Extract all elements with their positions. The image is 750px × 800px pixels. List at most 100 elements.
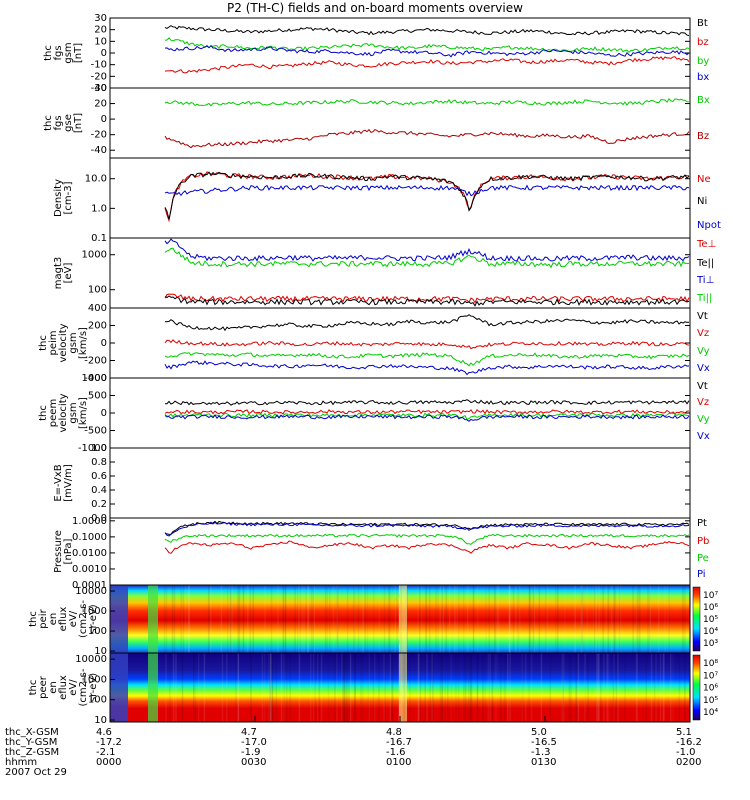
- spectrogram-texture: [580, 585, 583, 653]
- spectrogram-texture: [639, 585, 641, 653]
- spectrogram-texture: [636, 585, 638, 653]
- spectrogram-texture: [307, 585, 309, 653]
- spectrogram-texture: [681, 585, 684, 653]
- spectrogram-texture: [419, 653, 422, 722]
- spectrogram-texture: [343, 653, 346, 722]
- y-tick-label: 10.0: [85, 174, 107, 185]
- spectrogram-texture: [307, 585, 309, 653]
- spectrogram-texture: [648, 585, 651, 653]
- spectrogram-texture: [532, 585, 535, 653]
- spectrogram-texture: [378, 653, 380, 722]
- spectrogram-texture: [171, 585, 174, 653]
- spectrogram-texture: [372, 653, 375, 722]
- spectrogram-texture: [324, 585, 327, 653]
- spectrogram-texture: [576, 653, 578, 722]
- spectrogram-texture: [664, 585, 666, 653]
- spectrogram-texture: [182, 585, 185, 653]
- spectrogram-texture: [638, 585, 641, 653]
- y-tick-label: 1.0000: [72, 516, 107, 527]
- spectrogram-texture: [521, 653, 524, 722]
- spectrogram-texture: [383, 585, 386, 653]
- y-axis-label-line: sr-eV): [88, 604, 99, 633]
- spectrogram-texture: [207, 585, 210, 653]
- spectrogram-texture: [515, 585, 517, 653]
- y-tick-label: 0.6: [91, 471, 107, 482]
- y-tick-label: 1000: [82, 674, 107, 685]
- spectrogram-texture: [417, 653, 420, 722]
- y-axis-label-line: gsm: [68, 332, 79, 353]
- spectrogram-texture: [607, 653, 610, 722]
- spectrogram-texture: [229, 585, 232, 653]
- footer-value: 5.1: [676, 727, 692, 738]
- spectrogram-texture: [303, 585, 305, 653]
- series-line-te: [164, 295, 690, 307]
- spectrogram-texture: [464, 653, 466, 722]
- spectrogram-texture: [619, 585, 622, 653]
- spectrogram-texture: [298, 653, 301, 722]
- spectrogram-texture: [221, 653, 224, 722]
- y-axis-label-line: [nT]: [73, 43, 84, 63]
- series-line-bz: [164, 128, 690, 149]
- spectrogram-texture: [484, 653, 486, 722]
- y-axis-label-line: [km/s]: [78, 397, 89, 429]
- spectrogram-texture: [225, 653, 228, 722]
- footer-value: 4.7: [241, 727, 257, 738]
- series-line-ni: [164, 171, 690, 220]
- spectrogram-texture: [378, 653, 380, 722]
- spectrogram-texture: [530, 653, 533, 722]
- spectrogram-texture: [312, 653, 315, 722]
- spectrogram-texture: [487, 653, 490, 722]
- y-tick-label: 0: [101, 48, 107, 59]
- spectrogram-texture: [354, 653, 357, 722]
- y-axis-label-line: (cm2-s-: [78, 668, 89, 706]
- y-tick-label: 1000: [82, 373, 107, 384]
- y-tick-label: 1000: [82, 250, 107, 261]
- spectrogram-texture: [270, 653, 272, 722]
- y-axis-label: thc peir en eflux eV/(cm2-s-sr-eV): [28, 600, 99, 638]
- spectrogram-texture: [275, 653, 278, 722]
- spectrogram-texture: [181, 653, 184, 722]
- spectrogram-texture: [602, 585, 604, 653]
- spectrogram-texture: [508, 585, 511, 653]
- spectrogram-texture: [360, 653, 362, 722]
- y-axis-label-line: fgs: [53, 115, 64, 130]
- panel-8: Pt Pb Pe Pi 1.0000 0.1000 0.0100 0.0010 0.0001 Pr…: [53, 516, 709, 591]
- spectrogram-texture: [546, 585, 548, 653]
- y-axis-label-line: velocity: [58, 323, 69, 362]
- spectrogram-texture: [252, 585, 254, 653]
- y-tick-label: 1.0: [91, 203, 107, 214]
- spectrogram-texture: [577, 653, 580, 722]
- spectrogram-texture: [672, 653, 674, 722]
- spectrogram-texture: [252, 585, 255, 653]
- y-tick-label: 100: [88, 626, 107, 637]
- spectrogram-texture: [289, 653, 291, 722]
- spectrogram-texture: [470, 653, 472, 722]
- spectrogram-texture: [237, 585, 240, 653]
- footer-value: -1.3: [531, 747, 551, 758]
- spectrogram-texture: [545, 585, 547, 653]
- spectrogram-texture: [463, 653, 465, 722]
- spectrogram-texture: [613, 585, 615, 653]
- spectrogram-texture: [450, 653, 453, 722]
- spectrogram-texture: [549, 653, 552, 722]
- spectrogram-texture: [420, 585, 423, 653]
- y-tick-label: 10: [94, 715, 107, 726]
- spectrogram-feature: [148, 653, 158, 722]
- spectrogram-texture: [298, 585, 300, 653]
- spectrogram-texture: [575, 653, 577, 722]
- footer-value: 5.0: [531, 727, 547, 738]
- spectrogram-texture: [277, 585, 279, 653]
- spectrogram-texture: [476, 653, 479, 722]
- colorbar-tick-label: 10⁵: [703, 615, 718, 625]
- spectrogram-texture: [448, 585, 451, 653]
- spectrogram-texture: [345, 653, 348, 722]
- series-line-vy: [164, 412, 690, 421]
- y-tick-label: 500: [88, 391, 107, 402]
- spectrogram-texture: [524, 653, 527, 722]
- spectrogram-texture: [231, 585, 234, 653]
- y-tick-label: 0: [101, 338, 107, 349]
- y-axis-label-line: Pressure: [53, 530, 64, 573]
- spectrogram-texture: [574, 585, 576, 653]
- y-tick-label: 30: [94, 13, 107, 24]
- spectrogram-texture: [456, 585, 459, 653]
